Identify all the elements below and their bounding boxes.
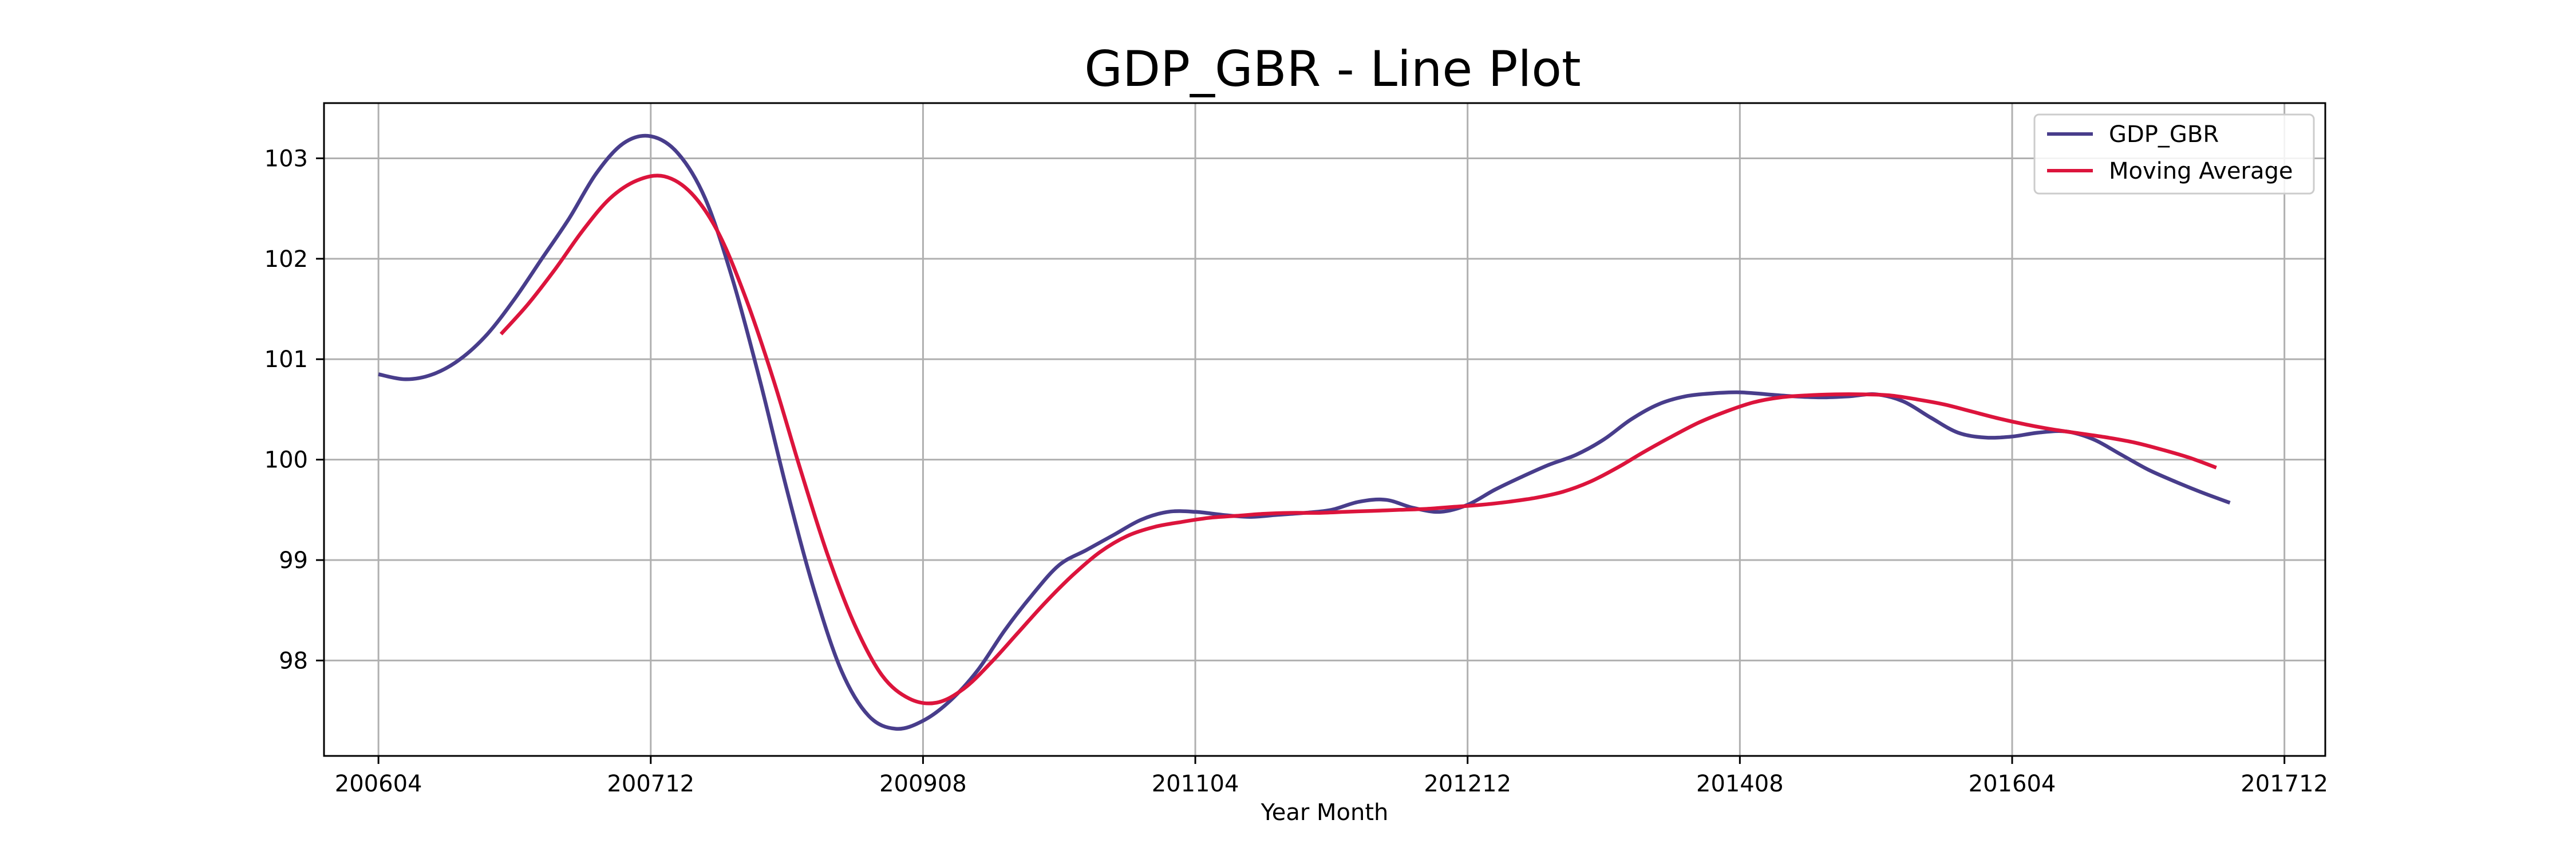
legend-label-gdp: GDP_GBR bbox=[2109, 121, 2219, 148]
series-lines bbox=[378, 133, 2231, 731]
x-tick-label: 201408 bbox=[1696, 771, 1784, 797]
plot-frame bbox=[323, 102, 2326, 757]
legend: GDP_GBR Moving Average bbox=[2033, 113, 2315, 195]
y-tick-label: 102 bbox=[264, 246, 308, 273]
x-tick-label: 200908 bbox=[879, 771, 967, 797]
x-tick-label: 201212 bbox=[1424, 771, 1511, 797]
x-axis-label: Year Month bbox=[1261, 799, 1389, 826]
chart-title: GDP_GBR - Line Plot bbox=[1084, 41, 1581, 98]
legend-box bbox=[2033, 113, 2315, 195]
x-tick-label: 201712 bbox=[2241, 771, 2328, 797]
y-tick-label: 100 bbox=[264, 447, 308, 474]
y-tick-label: 99 bbox=[279, 547, 308, 574]
grid-lines bbox=[324, 103, 2325, 756]
y-tick-label: 103 bbox=[264, 145, 308, 172]
axis-ticks: 200604 200712 200908 201104 201212 201408 2016… bbox=[264, 145, 2328, 797]
legend-label-moving-average: Moving Average bbox=[2109, 158, 2293, 184]
x-tick-label: 201104 bbox=[1152, 771, 1239, 797]
series-line-gdp-gbr bbox=[378, 133, 2231, 731]
y-tick-label: 101 bbox=[264, 346, 308, 373]
series-line-moving-average bbox=[499, 174, 2217, 706]
x-tick-label: 200712 bbox=[607, 771, 694, 797]
x-tick-label: 201604 bbox=[1969, 771, 2056, 797]
y-tick-label: 98 bbox=[279, 648, 308, 674]
x-tick-label: 200604 bbox=[335, 771, 422, 797]
